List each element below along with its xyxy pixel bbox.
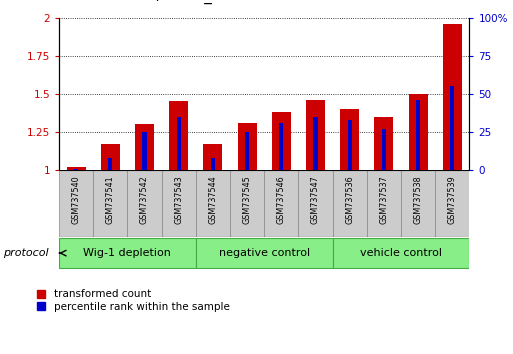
- Bar: [340, 109, 359, 170]
- Bar: [127, 170, 162, 237]
- Text: GSM737542: GSM737542: [140, 175, 149, 224]
- Bar: [348, 120, 352, 170]
- Bar: [245, 132, 249, 170]
- Legend: transformed count, percentile rank within the sample: transformed count, percentile rank withi…: [36, 289, 231, 313]
- Bar: [409, 94, 427, 170]
- Bar: [196, 238, 332, 268]
- Bar: [196, 170, 230, 237]
- Text: vehicle control: vehicle control: [360, 248, 442, 258]
- Bar: [59, 238, 196, 268]
- Text: GSM737545: GSM737545: [243, 175, 251, 224]
- Bar: [299, 170, 332, 237]
- Bar: [313, 116, 318, 170]
- Bar: [450, 86, 455, 170]
- Text: GSM737546: GSM737546: [277, 175, 286, 224]
- Bar: [230, 170, 264, 237]
- Bar: [101, 144, 120, 170]
- Bar: [374, 116, 393, 170]
- Bar: [143, 132, 147, 170]
- Bar: [67, 167, 86, 170]
- Bar: [59, 170, 93, 237]
- Text: GSM737539: GSM737539: [448, 175, 457, 224]
- Bar: [176, 116, 181, 170]
- Bar: [264, 170, 299, 237]
- Bar: [238, 123, 256, 170]
- Bar: [162, 170, 196, 237]
- Bar: [279, 123, 283, 170]
- Bar: [367, 170, 401, 237]
- Text: GSM737537: GSM737537: [380, 175, 388, 224]
- Bar: [93, 170, 127, 237]
- Bar: [332, 170, 367, 237]
- Bar: [135, 124, 154, 170]
- Text: GDS5185 / ILMN_2720002: GDS5185 / ILMN_2720002: [80, 0, 279, 4]
- Bar: [108, 158, 112, 170]
- Text: Wig-1 depletion: Wig-1 depletion: [84, 248, 171, 258]
- Bar: [435, 170, 469, 237]
- Bar: [443, 24, 462, 170]
- Text: GSM737544: GSM737544: [208, 175, 218, 224]
- Text: GSM737543: GSM737543: [174, 175, 183, 224]
- Bar: [74, 169, 78, 170]
- Bar: [211, 158, 215, 170]
- Text: GSM737536: GSM737536: [345, 175, 354, 224]
- Text: negative control: negative control: [219, 248, 310, 258]
- Text: GSM737538: GSM737538: [413, 175, 423, 224]
- Text: GSM737547: GSM737547: [311, 175, 320, 224]
- Bar: [332, 238, 469, 268]
- Bar: [382, 129, 386, 170]
- Text: GSM737540: GSM737540: [72, 175, 81, 224]
- Text: GSM737541: GSM737541: [106, 175, 115, 224]
- Bar: [306, 100, 325, 170]
- Text: protocol: protocol: [3, 248, 48, 258]
- Bar: [401, 170, 435, 237]
- Bar: [169, 101, 188, 170]
- Bar: [272, 112, 291, 170]
- Bar: [204, 144, 222, 170]
- Bar: [416, 100, 420, 170]
